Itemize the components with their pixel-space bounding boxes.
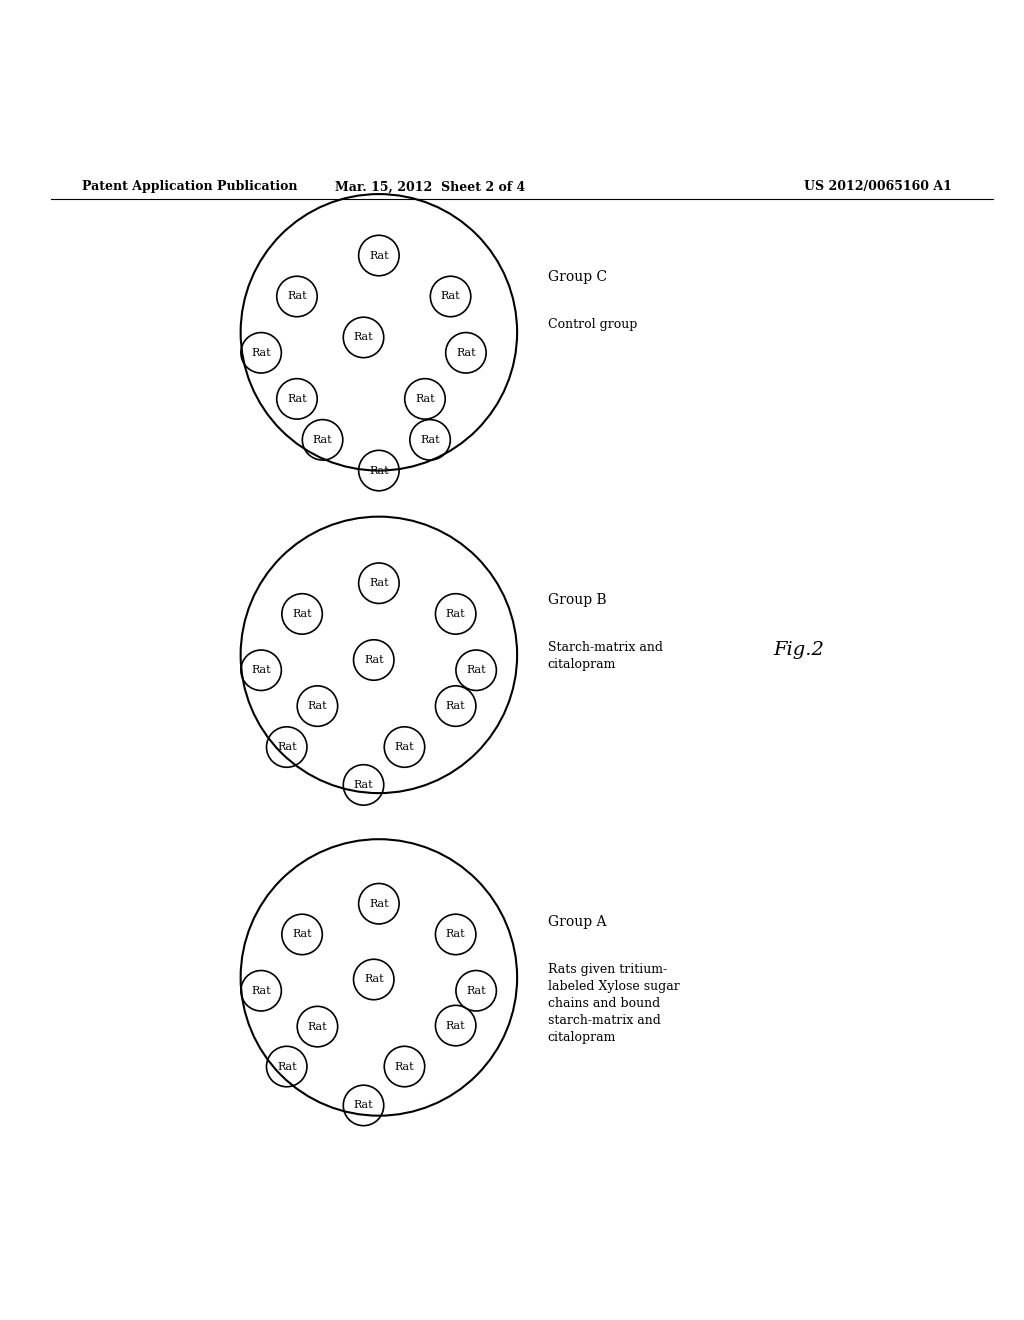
Text: Group A: Group A bbox=[548, 915, 606, 929]
Text: US 2012/0065160 A1: US 2012/0065160 A1 bbox=[805, 181, 952, 194]
Text: Rats given tritium-
labeled Xylose sugar
chains and bound
starch-matrix and
cita: Rats given tritium- labeled Xylose sugar… bbox=[548, 964, 680, 1044]
Text: Rat: Rat bbox=[420, 434, 440, 445]
Text: Rat: Rat bbox=[445, 701, 466, 711]
Text: Rat: Rat bbox=[251, 347, 271, 358]
Text: Rat: Rat bbox=[456, 347, 476, 358]
Text: Rat: Rat bbox=[353, 780, 374, 789]
Text: Rat: Rat bbox=[445, 929, 466, 940]
Text: Rat: Rat bbox=[276, 742, 297, 752]
Text: Rat: Rat bbox=[353, 1101, 374, 1110]
Text: Rat: Rat bbox=[353, 333, 374, 342]
Text: Group C: Group C bbox=[548, 271, 607, 284]
Text: Rat: Rat bbox=[466, 986, 486, 995]
Text: Starch-matrix and
citalopram: Starch-matrix and citalopram bbox=[548, 640, 663, 671]
Text: Control group: Control group bbox=[548, 318, 637, 331]
Text: Rat: Rat bbox=[466, 665, 486, 676]
Text: Rat: Rat bbox=[369, 578, 389, 589]
Text: Rat: Rat bbox=[369, 466, 389, 475]
Text: Rat: Rat bbox=[292, 609, 312, 619]
Text: Group B: Group B bbox=[548, 593, 606, 607]
Text: Rat: Rat bbox=[445, 609, 466, 619]
Text: Rat: Rat bbox=[307, 1022, 328, 1032]
Text: Rat: Rat bbox=[251, 986, 271, 995]
Text: Rat: Rat bbox=[287, 393, 307, 404]
Text: Rat: Rat bbox=[440, 292, 461, 301]
Text: Patent Application Publication: Patent Application Publication bbox=[82, 181, 297, 194]
Text: Rat: Rat bbox=[312, 434, 333, 445]
Text: Rat: Rat bbox=[369, 251, 389, 260]
Text: Rat: Rat bbox=[369, 899, 389, 908]
Text: Fig.2: Fig.2 bbox=[773, 640, 824, 659]
Text: Rat: Rat bbox=[364, 655, 384, 665]
Text: Rat: Rat bbox=[287, 292, 307, 301]
Text: Rat: Rat bbox=[307, 701, 328, 711]
Text: Rat: Rat bbox=[394, 742, 415, 752]
Text: Rat: Rat bbox=[394, 1061, 415, 1072]
Text: Rat: Rat bbox=[445, 1020, 466, 1031]
Text: Rat: Rat bbox=[276, 1061, 297, 1072]
Text: Rat: Rat bbox=[292, 929, 312, 940]
Text: Rat: Rat bbox=[251, 665, 271, 676]
Text: Rat: Rat bbox=[415, 393, 435, 404]
Text: Rat: Rat bbox=[364, 974, 384, 985]
Text: Mar. 15, 2012  Sheet 2 of 4: Mar. 15, 2012 Sheet 2 of 4 bbox=[335, 181, 525, 194]
